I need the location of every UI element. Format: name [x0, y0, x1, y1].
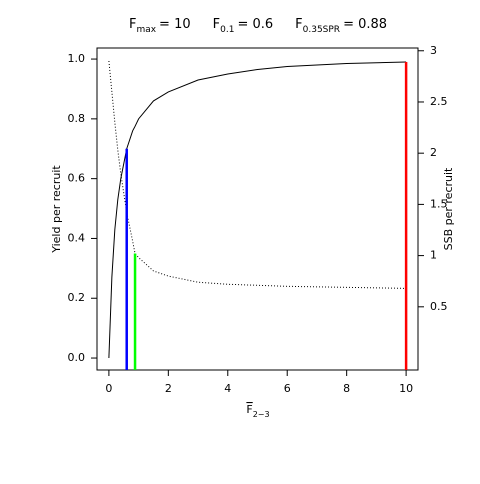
chart-title: Fmax = 10 F0.1 = 0.6 F0.35SPR = 0.88 [129, 17, 387, 35]
y2-tick-label: 0.5 [430, 300, 448, 313]
title-subscript: 0.35SPR [303, 25, 340, 35]
x-tick-label: 10 [399, 382, 413, 395]
y2-tick-label: 3 [430, 44, 437, 57]
y-axis-label: Yield per recruit [50, 165, 63, 254]
y2-tick-label: 2.5 [430, 95, 448, 108]
title-value: = 0.88 [343, 17, 387, 32]
title-symbol: F [129, 17, 136, 32]
x-tick-label: 6 [284, 382, 291, 395]
y-tick-label: 0.8 [68, 112, 86, 125]
x-tick-label: 0 [105, 382, 112, 395]
title-value: = 0.6 [237, 17, 273, 32]
x-axis-symbol: F [246, 403, 252, 416]
title-symbol: F [295, 17, 302, 32]
y-tick-label: 0.4 [68, 231, 86, 244]
title-value: = 10 [159, 17, 191, 32]
y-tick-label: 1.0 [68, 52, 86, 65]
title-symbol: F [213, 17, 220, 32]
y-tick-label: 0.2 [68, 291, 86, 304]
y2-tick-label: 2 [430, 146, 437, 159]
y2-tick-label: 1 [430, 249, 437, 262]
y-tick-label: 0.0 [68, 351, 86, 364]
x-tick-label: 4 [224, 382, 231, 395]
x-tick-label: 2 [165, 382, 172, 395]
x-axis-subscript: 2−3 [253, 410, 270, 419]
y2-axis-label: SSB per recruit [442, 167, 455, 250]
plot-frame [96, 47, 419, 371]
y-tick-label: 0.6 [68, 172, 86, 185]
series-line [108, 61, 407, 359]
title-subscript: max [136, 25, 156, 35]
x-axis-label: F2−3 [246, 403, 269, 419]
title-subscript: 0.1 [220, 25, 234, 35]
x-tick-label: 8 [343, 382, 350, 395]
y2-tick-label: 1.5 [430, 197, 448, 210]
